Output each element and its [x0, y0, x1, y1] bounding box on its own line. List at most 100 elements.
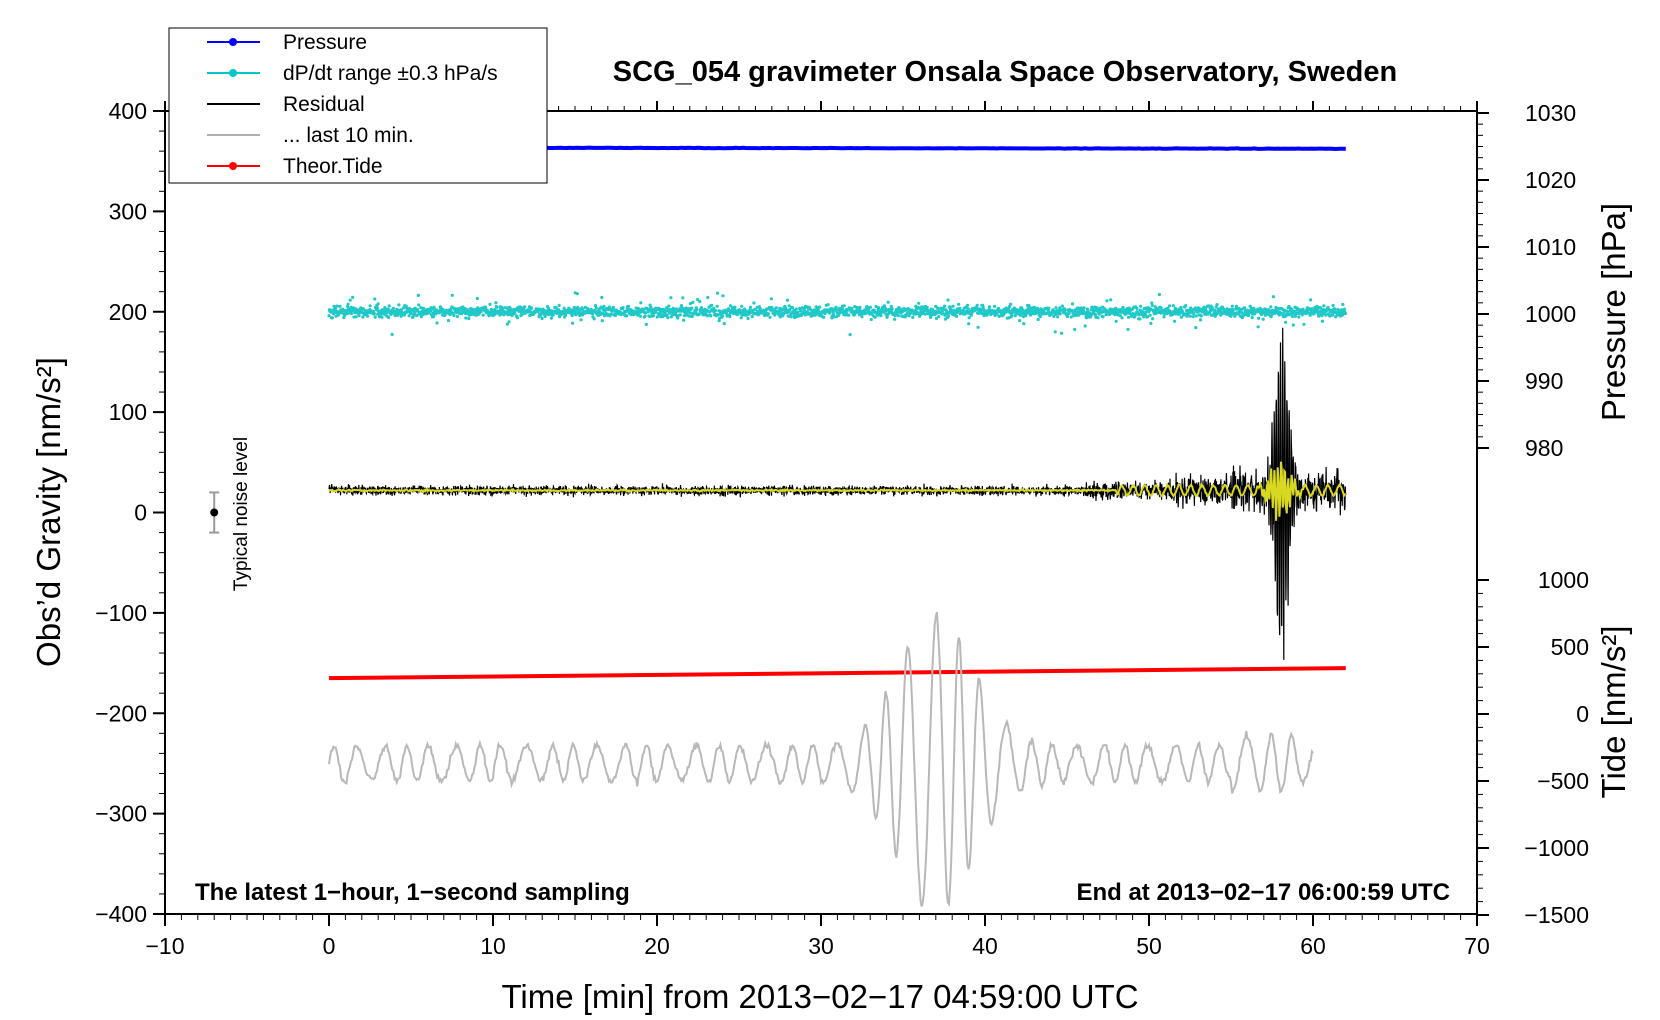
dpdt-point — [1060, 304, 1064, 308]
dpdt-point — [338, 304, 342, 308]
dpdt-point — [1324, 313, 1328, 317]
dpdt-point — [791, 311, 795, 315]
dpdt-point — [1304, 312, 1308, 316]
dpdt-point — [740, 304, 744, 308]
annotation-end-time: End at 2013−02−17 06:00:59 UTC — [1076, 879, 1450, 906]
dpdt-point — [696, 297, 700, 302]
dpdt-point — [361, 315, 365, 319]
dpdt-point — [715, 304, 719, 308]
dpdt-point — [937, 315, 941, 319]
dpdt-point — [1269, 315, 1273, 319]
dpdt-point — [869, 317, 873, 322]
dpdt-point — [1096, 316, 1100, 320]
pressure-tick-label: 1020 — [1525, 167, 1576, 193]
dpdt-point — [1151, 317, 1155, 321]
dpdt-point — [1322, 304, 1326, 308]
dpdt-point — [330, 316, 334, 320]
dpdt-point — [481, 313, 485, 317]
dpdt-point — [1301, 307, 1305, 311]
legend-label: Residual — [283, 93, 365, 116]
dpdt-point — [681, 296, 685, 300]
dpdt-point — [1250, 316, 1254, 320]
dpdt-point — [936, 307, 940, 311]
dpdt-point — [593, 304, 598, 308]
dpdt-point — [416, 293, 420, 297]
dpdt-point — [651, 314, 656, 318]
dpdt-point — [699, 306, 704, 310]
dpdt-point — [432, 315, 436, 319]
dpdt-point — [1149, 321, 1153, 325]
dpdt-point — [390, 332, 394, 336]
dpdt-point — [419, 306, 423, 310]
dpdt-point — [958, 306, 962, 310]
dpdt-point — [557, 308, 561, 312]
dpdt-point — [1171, 304, 1175, 308]
dpdt-point — [501, 306, 505, 310]
dpdt-point — [1173, 306, 1178, 311]
dpdt-point — [507, 320, 511, 324]
dpdt-point — [1010, 313, 1014, 317]
dpdt-point — [1256, 325, 1260, 329]
dpdt-point — [1333, 307, 1337, 311]
dpdt-point — [738, 308, 742, 312]
dpdt-point — [372, 311, 376, 315]
dpdt-point — [1215, 303, 1219, 307]
legend-marker — [229, 162, 237, 170]
dpdt-point — [1342, 307, 1347, 311]
dpdt-point — [896, 314, 901, 318]
dpdt-point — [1047, 306, 1051, 310]
dpdt-point — [893, 317, 897, 321]
dpdt-point — [886, 300, 890, 304]
y-axis-label-left: Obs’d Gravity [nm/s²] — [30, 357, 67, 667]
chart-title: SCG_054 gravimeter Onsala Space Observat… — [613, 56, 1397, 88]
dpdt-point — [639, 301, 643, 305]
y-tick-label: 300 — [109, 198, 147, 224]
dpdt-point — [625, 314, 629, 318]
tide-tick-label: 0 — [1576, 701, 1589, 727]
dpdt-point — [1063, 308, 1067, 312]
dpdt-point — [706, 295, 710, 300]
dpdt-point — [649, 305, 653, 310]
x-tick-label: 40 — [972, 933, 998, 959]
dpdt-point — [1184, 304, 1188, 308]
dpdt-point — [949, 307, 953, 311]
x-tick-label: 10 — [480, 933, 506, 959]
dpdt-point — [354, 315, 358, 319]
dpdt-point — [890, 307, 894, 311]
dpdt-point — [1179, 315, 1183, 319]
dpdt-point — [1297, 315, 1301, 319]
y-axis-left: 400 300 200 100 0 −100 −200 −300 −400 — [95, 98, 165, 927]
dpdt-point — [648, 314, 652, 319]
dpdt-point — [643, 311, 648, 315]
dpdt-point — [1036, 317, 1040, 322]
dpdt-point — [722, 322, 726, 326]
x-tick-label: −10 — [145, 933, 184, 959]
dpdt-point — [600, 319, 604, 323]
dpdt-point — [1046, 309, 1050, 313]
legend-label: ... last 10 min. — [283, 124, 414, 147]
dpdt-point — [876, 313, 880, 317]
dpdt-point — [505, 306, 509, 310]
dpdt-point — [505, 322, 509, 326]
legend-box — [168, 27, 548, 184]
dpdt-points — [327, 291, 1347, 337]
dpdt-point — [602, 304, 606, 308]
residual-filtered-line — [328, 461, 1347, 521]
dpdt-point — [407, 314, 411, 318]
last-10-min-line — [328, 611, 1314, 908]
dpdt-point — [562, 306, 566, 310]
dpdt-point — [1007, 305, 1012, 309]
dpdt-point — [467, 316, 471, 321]
dpdt-point — [1259, 313, 1264, 317]
dpdt-point — [1101, 315, 1105, 319]
dpdt-point — [446, 318, 451, 323]
dpdt-point — [688, 301, 693, 306]
y-axis-tide: 1000 500 0 −500 −1000 −1500 — [1477, 567, 1589, 928]
dpdt-point — [1291, 323, 1295, 327]
dpdt-point — [1126, 315, 1131, 319]
dpdt-point — [654, 310, 658, 314]
dpdt-point — [709, 314, 713, 318]
dpdt-point — [1073, 327, 1077, 332]
dpdt-point — [351, 295, 355, 299]
legend: Pressure dP/dt range ±0.3 hPa/s Residual..… — [168, 27, 548, 184]
